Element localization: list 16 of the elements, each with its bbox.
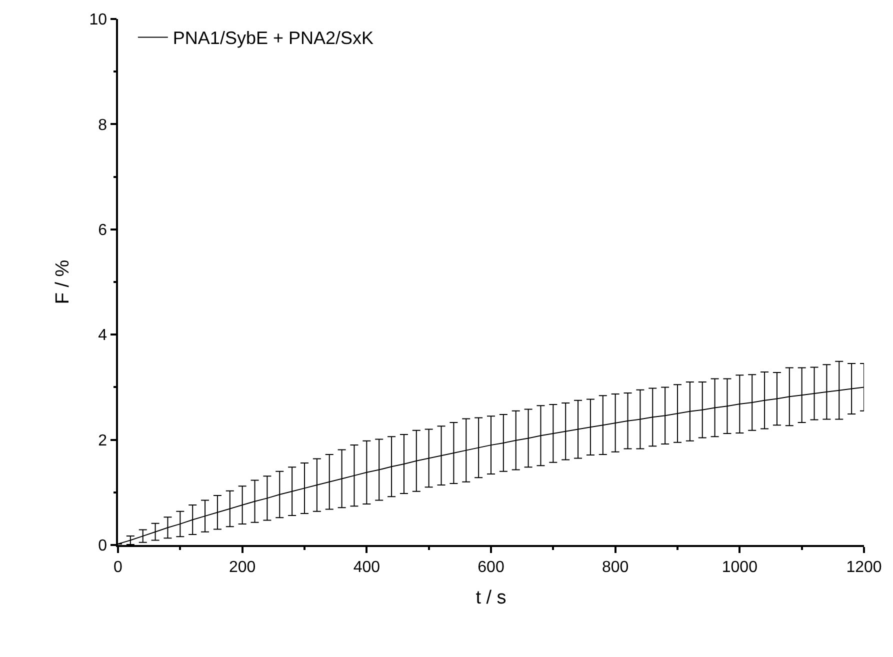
y-tick-label: 10 — [89, 12, 108, 29]
y-axis-title: F / % — [52, 260, 74, 304]
x-tick-label: 0 — [114, 558, 123, 576]
legend-label: PNA1/SybE + PNA2/SxK — [172, 28, 374, 48]
x-tick-label: 1200 — [846, 558, 882, 576]
x-tick-label: 600 — [478, 558, 504, 576]
y-tick-label: 0 — [98, 538, 108, 555]
y-tick-label: 2 — [98, 432, 108, 450]
y-tick-label: 4 — [98, 327, 108, 344]
y-tick-label: 6 — [98, 222, 108, 239]
x-tick-label: 200 — [228, 558, 256, 576]
x-tick-label: 1000 — [722, 558, 758, 576]
x-axis-title: t / s — [476, 587, 506, 608]
x-tick-label: 800 — [602, 558, 629, 576]
x-tick-label: 400 — [353, 558, 380, 576]
y-tick-label: 8 — [98, 116, 108, 134]
